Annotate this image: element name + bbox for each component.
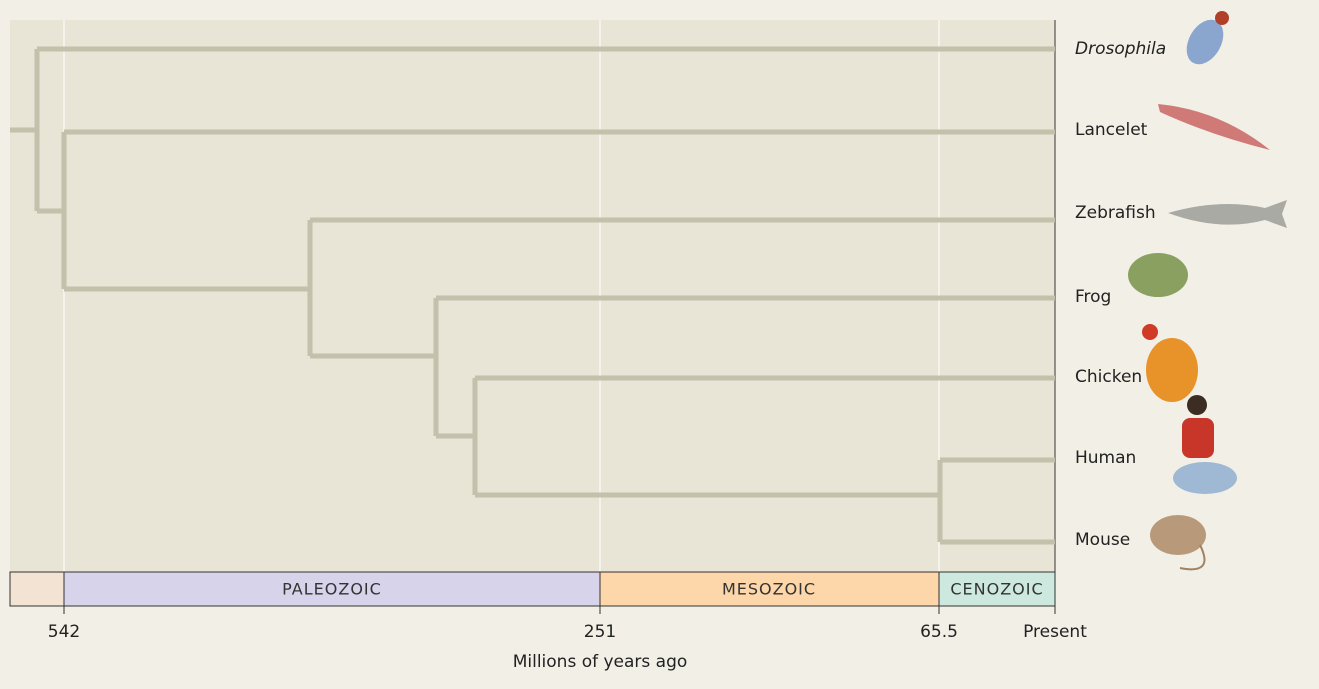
frog-icon [1128, 253, 1188, 297]
taxon-label: Zebrafish [1075, 203, 1156, 223]
axis-label: Millions of years ago [513, 652, 688, 672]
taxon-label: Frog [1075, 287, 1111, 307]
human-icon [1187, 395, 1207, 415]
taxon-label: Human [1075, 448, 1136, 468]
era-segment [63, 571, 601, 607]
tick-label: 542 [48, 622, 80, 642]
era-bar [9, 571, 1056, 607]
taxon-label: Lancelet [1075, 120, 1148, 140]
era-label: MESOZOIC [722, 580, 816, 599]
tick-label: Present [1023, 622, 1087, 642]
taxon-label: Mouse [1075, 530, 1130, 550]
human-icon [1182, 418, 1214, 458]
organism-icons [1128, 11, 1287, 571]
taxon-label: Drosophila [1075, 39, 1166, 59]
chicken-icon [1142, 324, 1158, 340]
tree-branches [10, 46, 1055, 545]
era-label: CENOZOIC [950, 580, 1043, 599]
era-segment [599, 571, 940, 607]
era-segment [9, 571, 65, 607]
zebrafish-icon [1168, 200, 1287, 228]
taxon-label: Chicken [1075, 367, 1142, 387]
fly-icon [1186, 19, 1224, 65]
era-label: PALEOZOIC [282, 580, 382, 599]
lancelet-icon [1158, 104, 1270, 150]
mouse-icon [1150, 515, 1206, 555]
human-icon [1173, 462, 1237, 494]
mouse-icon [1179, 544, 1206, 571]
axis-ticks [63, 606, 1056, 614]
era-segment [938, 571, 1056, 607]
tick-label: 65.5 [920, 622, 958, 642]
fly-icon [1215, 11, 1229, 25]
chicken-icon [1146, 338, 1198, 402]
tick-label: 251 [584, 622, 616, 642]
